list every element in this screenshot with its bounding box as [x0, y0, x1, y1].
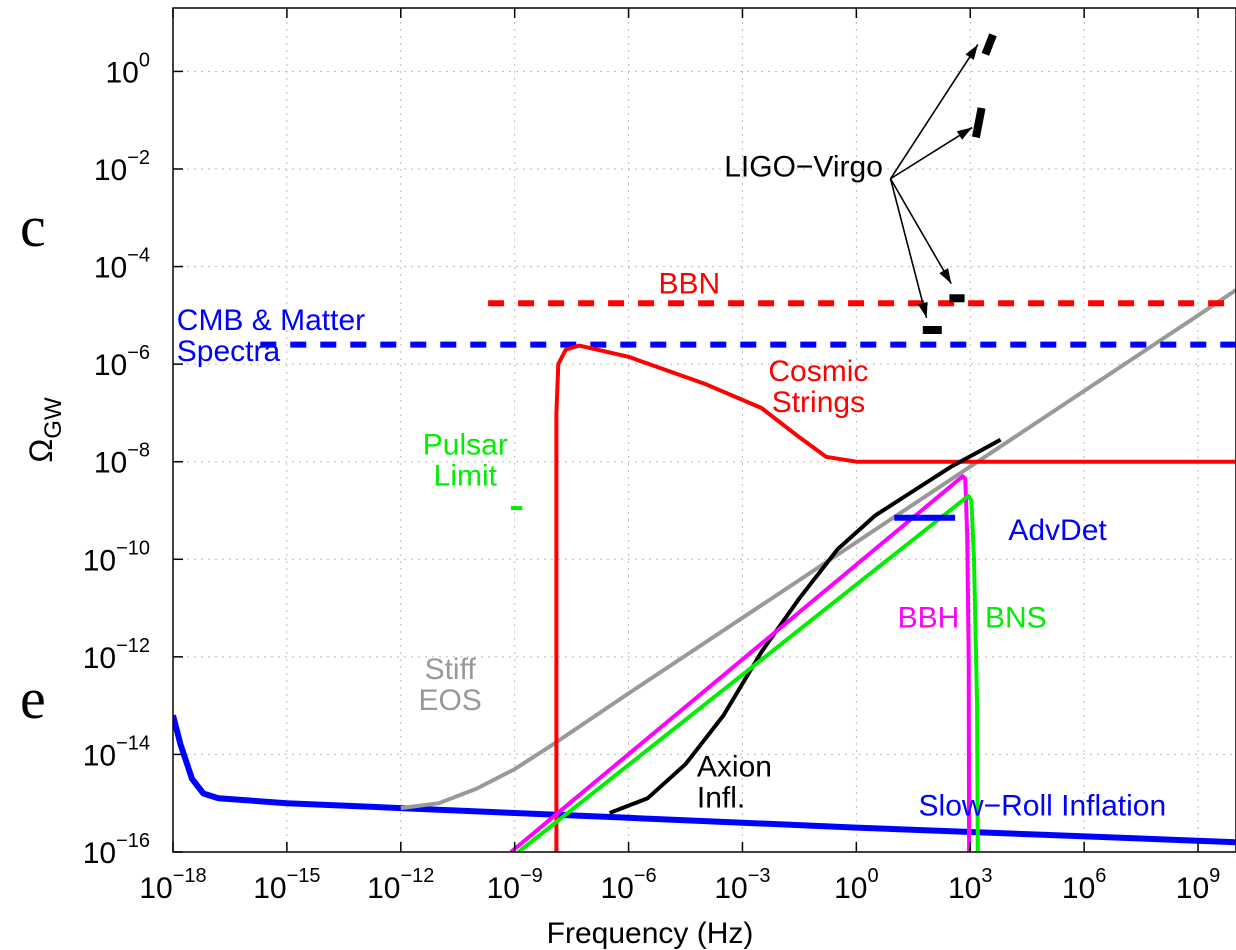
y-axis-label-main: Ω — [23, 439, 59, 463]
annotation-layer: LIGO−Virgo BBN CMB & Matter Spectra Cosmic St… — [177, 150, 1166, 822]
svg-text:ΩGW: ΩGW — [23, 397, 67, 463]
x-tick-label: 10−12 — [367, 865, 434, 905]
x-tick-label: 10−15 — [253, 865, 320, 905]
ligo-arrow-2 — [890, 126, 973, 180]
y-tick-label: 10−2 — [94, 147, 150, 187]
annotation-10: Axion Infl. — [697, 750, 772, 814]
annotation-6: AdvDet — [1008, 514, 1107, 547]
y-tick-label: 100 — [106, 49, 151, 89]
ligo-arrowhead-4 — [917, 302, 928, 318]
series-bbh — [509, 474, 972, 852]
arrow-layer — [889, 44, 979, 318]
ligo-arrow-1 — [889, 44, 979, 180]
ligo-arrow-4 — [889, 178, 928, 318]
left-margin-char-c: c — [20, 194, 46, 259]
tick-layer: 10−18 10−15 10−12 10−9 10−6 10−3 100 103 106 109 1… — [83, 8, 1221, 905]
x-tick-label: 100 — [834, 865, 879, 905]
series-layer — [173, 33, 1236, 852]
ligo-arrowhead-3 — [939, 268, 952, 284]
y-tick-label: 10−4 — [94, 245, 150, 285]
y-axis-label-sub: GW — [40, 397, 67, 439]
annotation-1: LIGO−Virgo — [724, 150, 883, 183]
y-axis-label: ΩGW — [23, 397, 67, 463]
x-tick-label: 106 — [1062, 865, 1107, 905]
annotation-3: CMB & Matter Spectra — [177, 304, 365, 368]
series-bns — [517, 493, 980, 852]
y-tick-label: 10−6 — [94, 342, 150, 382]
x-tick-label: 10−3 — [714, 865, 770, 905]
y-tick-label: 10−14 — [83, 732, 150, 772]
series-cosmic_strings — [554, 343, 1236, 852]
y-tick-label: 10−12 — [83, 635, 150, 675]
series-stiff_eos — [400, 288, 1236, 811]
x-tick-label: 109 — [1176, 865, 1221, 905]
series-slow_roll — [173, 714, 1236, 846]
ligo-arrowhead-1 — [965, 44, 978, 60]
annotation-9: Stiff EOS — [418, 653, 481, 717]
left-margin-char-e: e — [20, 666, 46, 731]
x-tick-label: 103 — [948, 865, 993, 905]
annotation-11: Slow−Roll Inflation — [919, 789, 1167, 822]
x-tick-label: 10−6 — [600, 865, 656, 905]
y-tick-label: 10−16 — [83, 830, 150, 870]
annotation-7: BBH — [898, 602, 960, 635]
x-axis-label: Frequency (Hz) — [547, 917, 754, 950]
series-ligo1 — [981, 33, 997, 56]
x-tick-label: 10−9 — [487, 865, 543, 905]
x-tick-label: 10−18 — [139, 865, 206, 905]
annotation-2: BBN — [658, 267, 720, 300]
series-ligo2 — [971, 107, 986, 139]
y-tick-label: 10−10 — [83, 537, 150, 577]
series-axion — [608, 438, 1002, 815]
grid — [172, 8, 1236, 853]
annotation-4: Cosmic Strings — [768, 355, 868, 419]
y-tick-label: 10−8 — [94, 440, 150, 480]
annotation-5: Pulsar Limit — [423, 428, 508, 492]
plot-frame — [172, 7, 1236, 853]
ligo-arrow-3 — [889, 178, 952, 285]
ligo-arrowhead-2 — [956, 127, 973, 140]
annotation-8: BNS — [985, 602, 1047, 635]
